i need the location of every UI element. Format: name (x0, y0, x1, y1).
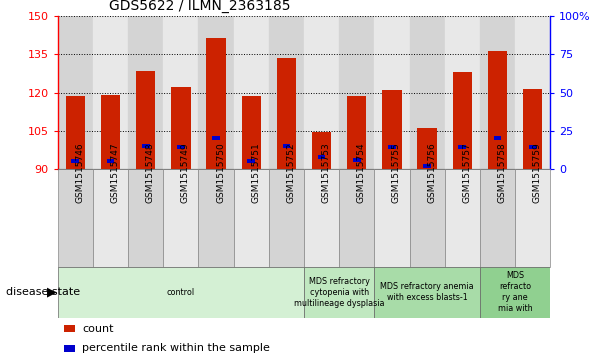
Text: MDS refractory
cytopenia with
multilineage dysplasia: MDS refractory cytopenia with multilinea… (294, 277, 384, 308)
Text: percentile rank within the sample: percentile rank within the sample (82, 343, 270, 354)
Bar (375, 267, 480, 318)
Bar (136, 71, 156, 169)
Text: GSM1515752: GSM1515752 (286, 142, 295, 203)
Bar (304, 267, 375, 318)
Bar (93, 169, 128, 267)
Bar (304, 16, 339, 169)
Bar (212, 136, 220, 140)
Bar (233, 169, 269, 267)
Bar (494, 136, 502, 140)
Bar (247, 159, 255, 163)
Bar (339, 169, 375, 267)
Bar (339, 16, 375, 169)
Bar (128, 16, 164, 169)
Bar (164, 16, 198, 169)
Bar (283, 144, 290, 148)
Bar (347, 97, 367, 169)
Text: GSM1515750: GSM1515750 (216, 142, 225, 203)
Bar (318, 155, 325, 159)
Bar (66, 97, 85, 169)
Bar (206, 38, 226, 169)
Bar (480, 16, 515, 169)
Bar (58, 16, 93, 169)
Bar (382, 90, 402, 169)
Bar (72, 159, 79, 163)
Text: GSM1515755: GSM1515755 (392, 142, 401, 203)
Text: MDS refractory anemia
with excess blasts-1: MDS refractory anemia with excess blasts… (381, 282, 474, 302)
Bar (241, 97, 261, 169)
Bar (164, 169, 198, 267)
Bar (171, 87, 190, 169)
Text: GSM1515749: GSM1515749 (181, 142, 190, 203)
Bar (269, 169, 304, 267)
Bar (480, 267, 550, 318)
Text: GSM1515757: GSM1515757 (462, 142, 471, 203)
Bar (198, 16, 233, 169)
Bar (515, 169, 550, 267)
Text: GSM1515751: GSM1515751 (251, 142, 260, 203)
Text: GSM1515746: GSM1515746 (75, 142, 85, 203)
Bar (142, 144, 150, 148)
Bar (410, 16, 444, 169)
Text: GSM1515748: GSM1515748 (146, 142, 154, 203)
Bar (375, 169, 410, 267)
Bar (388, 146, 396, 150)
Bar (452, 72, 472, 169)
Bar (444, 169, 480, 267)
Bar (444, 16, 480, 169)
Bar (375, 16, 410, 169)
Bar (233, 16, 269, 169)
Bar (312, 132, 331, 169)
Text: GSM1515754: GSM1515754 (357, 142, 366, 203)
Bar (198, 169, 233, 267)
Bar (418, 128, 437, 169)
Bar (523, 89, 542, 169)
Bar (410, 169, 444, 267)
Bar (353, 158, 361, 162)
Text: disease state: disease state (6, 287, 80, 297)
Bar (58, 169, 93, 267)
Bar (458, 146, 466, 150)
Bar (101, 95, 120, 169)
Text: GSM1515756: GSM1515756 (427, 142, 436, 203)
Bar (529, 146, 536, 150)
Text: control: control (167, 288, 195, 297)
Bar (106, 159, 114, 163)
Bar (277, 58, 296, 169)
Text: MDS
refracto
ry ane
mia with: MDS refracto ry ane mia with (498, 271, 533, 313)
Bar (269, 16, 304, 169)
Bar (93, 16, 128, 169)
Text: GDS5622 / ILMN_2363185: GDS5622 / ILMN_2363185 (109, 0, 291, 13)
Bar (515, 16, 550, 169)
Text: ▶: ▶ (47, 286, 57, 299)
Text: GSM1515747: GSM1515747 (111, 142, 120, 203)
Bar (423, 164, 431, 168)
Bar (304, 169, 339, 267)
Text: count: count (82, 323, 114, 334)
Text: GSM1515753: GSM1515753 (322, 142, 331, 203)
Text: GSM1515758: GSM1515758 (497, 142, 506, 203)
Bar (480, 169, 515, 267)
Bar (177, 146, 185, 150)
Bar (58, 267, 304, 318)
Bar (488, 51, 507, 169)
Text: GSM1515759: GSM1515759 (533, 142, 542, 203)
Bar (128, 169, 164, 267)
